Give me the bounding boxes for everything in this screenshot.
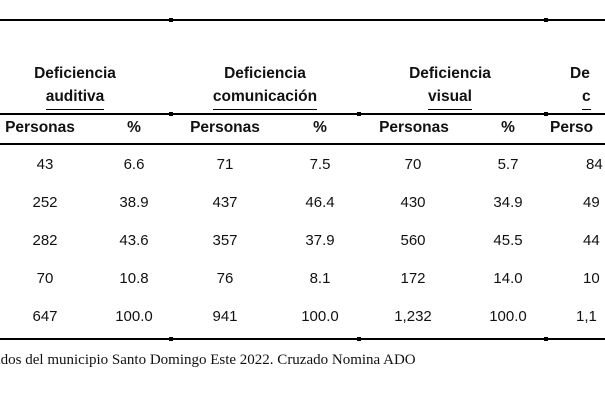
table-cell: 76 — [216, 270, 234, 287]
subheader-cell: % — [127, 119, 141, 136]
table-cell: 357 — [212, 232, 238, 249]
group-header-line2: auditiva — [45, 85, 105, 110]
group-header-line2: comunicación — [212, 85, 318, 110]
table-cell: 34.9 — [493, 194, 523, 211]
group-header-auditiva: Deficiencia auditiva — [0, 62, 150, 110]
table-cell: 1,1 — [576, 308, 597, 325]
table-cell: 647 — [32, 308, 58, 325]
group-header-line1: Deficiencia — [409, 65, 491, 82]
table-cell: 14.0 — [493, 270, 523, 287]
rule-tick — [544, 337, 548, 341]
table-cell: 8.1 — [309, 270, 331, 287]
table-cell: 100.0 — [301, 308, 339, 325]
subheader-cell: % — [313, 119, 327, 136]
top-rule-tick — [544, 18, 548, 22]
group-header-line1: Deficiencia — [224, 65, 306, 82]
top-rule-tick — [169, 18, 173, 22]
table-cell: 70 — [404, 156, 422, 173]
table-cell: 282 — [32, 232, 58, 249]
table-cell: 10 — [583, 270, 600, 287]
table-cell: 46.4 — [305, 194, 335, 211]
table-cell: 71 — [216, 156, 234, 173]
table-cell: 100.0 — [115, 308, 153, 325]
table-cell: 45.5 — [493, 232, 523, 249]
group-header-line1: Deficiencia — [34, 65, 116, 82]
group-header-line1: De — [570, 65, 590, 82]
rule-tick — [544, 112, 548, 116]
table-cell: 37.9 — [305, 232, 335, 249]
table-cell: 252 — [32, 194, 58, 211]
table-cell: 6.6 — [123, 156, 145, 173]
table-cell: 437 — [212, 194, 238, 211]
subheader-cell: % — [501, 119, 515, 136]
group-header-visual: Deficiencia visual — [370, 62, 530, 110]
table-cell: 1,232 — [394, 308, 432, 325]
group-header-cut: De c — [570, 62, 605, 110]
bottom-rule — [0, 338, 605, 340]
table-cell: 70 — [36, 270, 54, 287]
table-cell: 43.6 — [119, 232, 149, 249]
table-cell: 430 — [400, 194, 426, 211]
table-cell: 84 — [586, 156, 603, 173]
subheader-bottom-rule — [0, 143, 605, 145]
subheader-cell: Personas — [190, 119, 260, 136]
top-rule — [0, 19, 605, 21]
subheader-cell: Personas — [5, 119, 75, 136]
subheader-top-rule — [0, 113, 605, 115]
table-cell: 10.8 — [119, 270, 149, 287]
table-cell: 7.5 — [309, 156, 331, 173]
table-cell: 5.7 — [497, 156, 519, 173]
table-cell: 44 — [583, 232, 600, 249]
table-cell: 43 — [36, 156, 54, 173]
subheader-cell: Personas — [379, 119, 449, 136]
table-cell: 941 — [212, 308, 238, 325]
group-header-line2: c — [582, 85, 591, 110]
group-header-line2: visual — [428, 85, 472, 110]
table-cell: 172 — [400, 270, 426, 287]
rule-tick — [357, 112, 361, 116]
source-note: ados del municipio Santo Domingo Este 20… — [0, 352, 416, 368]
rule-tick — [169, 112, 173, 116]
table-cell: 49 — [583, 194, 600, 211]
rule-tick — [169, 337, 173, 341]
table-cell: 560 — [400, 232, 426, 249]
rule-tick — [357, 337, 361, 341]
table-cell: 38.9 — [119, 194, 149, 211]
subheader-cell: Perso — [550, 119, 594, 136]
table-cell: 100.0 — [489, 308, 527, 325]
group-header-comunicacion: Deficiencia comunicación — [180, 62, 350, 110]
